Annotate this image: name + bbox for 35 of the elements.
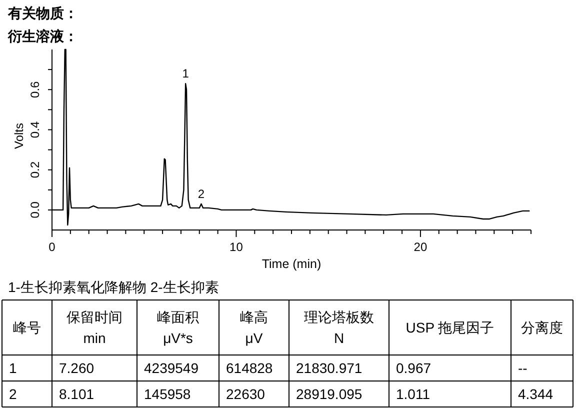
table-cell: 28919.095	[296, 386, 362, 402]
table-cell: 22630	[226, 386, 265, 402]
peak-label: 2	[198, 186, 205, 201]
peak-label: 1	[182, 66, 189, 81]
x-tick-label: 20	[414, 240, 428, 254]
y-tick-label: 0.4	[28, 121, 42, 138]
caption: 1-生长抑素氧化降解物 2-生长抑素	[8, 279, 219, 295]
y-tick-label: 0.2	[28, 162, 42, 178]
table-cell: 4239549	[144, 360, 199, 376]
y-tick-label: 0.0	[28, 202, 42, 218]
table-cell: 2	[9, 386, 17, 402]
x-axis-title: Time (min)	[262, 257, 322, 271]
table-cell: 1	[9, 360, 17, 376]
table-header: 分离度	[521, 320, 563, 336]
table-header: 理论塔板数 N	[304, 309, 374, 346]
x-tick-label: 0	[48, 240, 56, 254]
table-header: USP 拖尾因子	[406, 320, 494, 336]
x-tick-label: 10	[230, 240, 243, 254]
y-tick-label: 0.6	[28, 81, 42, 98]
table-cell: 145958	[144, 386, 191, 402]
table-cell: --	[518, 360, 528, 376]
table-cell: 0.967	[396, 360, 432, 376]
table-header: 峰高 μV	[240, 309, 268, 346]
table-cell: 8.101	[59, 386, 94, 402]
table-cell: 1.011	[396, 386, 430, 402]
subtitle: 衍生溶液：	[8, 28, 78, 44]
table-cell: 21830.971	[296, 360, 362, 376]
table-cell: 4.344	[518, 386, 554, 402]
table-header: 峰面积 μV*s	[157, 309, 199, 346]
table-header: 保留时间 min	[66, 309, 122, 346]
y-axis-title: Volts	[12, 123, 26, 149]
title: 有关物质：	[8, 5, 78, 21]
table-cell: 7.260	[59, 360, 94, 376]
table-cell: 614828	[226, 360, 273, 376]
table-header: 峰号	[13, 320, 41, 336]
